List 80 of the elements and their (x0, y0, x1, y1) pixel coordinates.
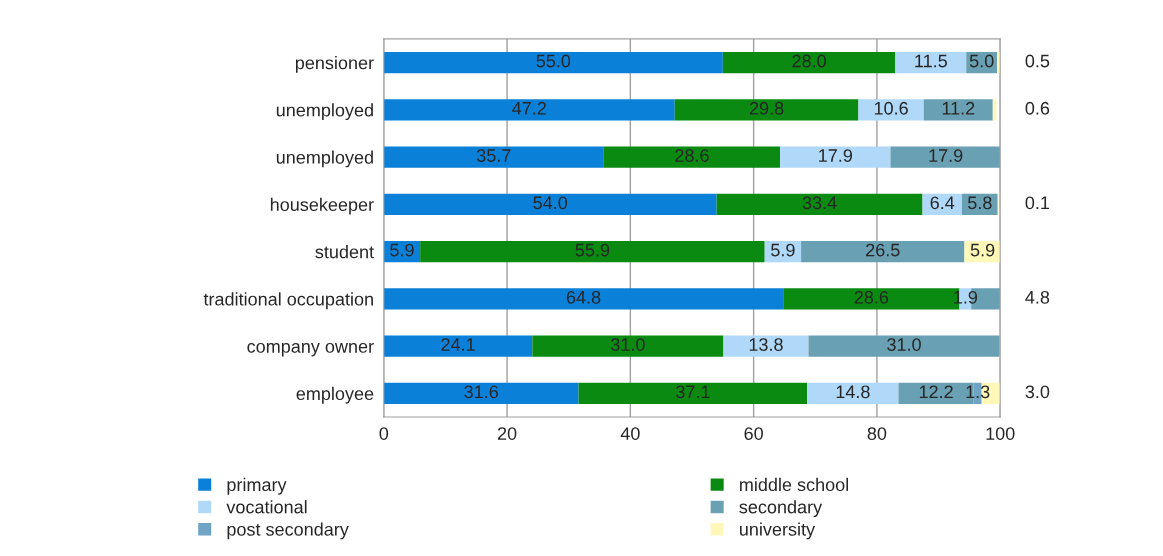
data-label: 14.8 (836, 385, 870, 399)
data-label: 5.9 (390, 243, 414, 257)
data-label: 10.6 (874, 101, 908, 115)
bar (807, 382, 899, 404)
data-label: 28.6 (854, 290, 889, 304)
data-label: 17.9 (819, 149, 853, 162)
legend-label: post secondary (227, 522, 349, 540)
data-label: 29.8 (749, 101, 784, 115)
y-tick-label: student (315, 245, 374, 259)
data-label: 35.7 (476, 149, 511, 162)
legend-label: secondary (739, 500, 823, 517)
data-label: 0.1 (1025, 196, 1050, 210)
data-label: 5.9 (970, 243, 995, 257)
legend-label: university (739, 522, 816, 540)
bar (383, 382, 579, 404)
x-tick-label: 80 (867, 427, 887, 440)
legend-label: primary (227, 477, 287, 495)
data-label: 0.5 (1025, 54, 1050, 68)
x-tick-label: 0 (379, 427, 389, 440)
data-label: 13.8 (749, 338, 783, 351)
data-label: 17.9 (929, 149, 963, 162)
data-label: 4.8 (1025, 290, 1050, 304)
bar (420, 240, 765, 263)
data-label: 31.6 (464, 385, 498, 399)
data-label: 28.0 (792, 54, 826, 68)
legend-label: middle school (740, 477, 849, 492)
bar (383, 146, 604, 168)
x-tick-label: 20 (497, 427, 517, 440)
bar (532, 335, 724, 357)
data-label: 11.2 (942, 101, 975, 115)
data-label: 6.4 (930, 196, 955, 210)
data-label: 5.0 (969, 54, 994, 68)
y-tick-label: traditional occupation (203, 292, 373, 310)
bar (383, 335, 533, 357)
y-tick-label: unemployed (276, 103, 373, 121)
data-label: 5.9 (771, 243, 795, 257)
x-tick-label: 100 (986, 427, 1015, 440)
data-label: 47.2 (512, 101, 546, 115)
data-label: 28.6 (675, 149, 709, 162)
legend-label: vocational (226, 500, 307, 514)
bar (603, 146, 781, 168)
bar (923, 99, 993, 121)
data-label: 33.4 (802, 196, 837, 210)
data-label: 64.8 (566, 290, 601, 304)
bar (801, 240, 965, 263)
y-tick-label: company owner (247, 342, 374, 357)
bar (858, 99, 924, 121)
bar (674, 99, 859, 121)
y-tick-label: unemployed (276, 150, 373, 168)
data-label: 0.6 (1025, 101, 1050, 115)
data-label: 12.2 (919, 385, 953, 399)
data-label: 11.5 (915, 54, 947, 68)
data-label: 54.0 (533, 196, 568, 210)
y-tick-label: housekeeper (270, 197, 374, 215)
data-label: 31.0 (611, 338, 645, 351)
x-tick-label: 40 (620, 427, 640, 440)
bar (808, 335, 1000, 357)
bar (890, 146, 1001, 168)
bar (997, 51, 1001, 74)
bar (716, 193, 923, 215)
data-label: 3.0 (1025, 385, 1050, 399)
data-label: 31.0 (887, 338, 921, 351)
data-label: 37.1 (676, 385, 710, 399)
bar (578, 382, 808, 404)
data-label: 24.1 (441, 338, 475, 351)
x-tick-label: 60 (744, 427, 763, 440)
bar (723, 335, 809, 357)
bar (383, 99, 675, 121)
bar (383, 288, 784, 310)
bar (722, 51, 896, 74)
data-label: 55.9 (575, 243, 610, 257)
bar (383, 51, 723, 74)
bar (895, 51, 967, 74)
data-label: 55.0 (536, 54, 571, 68)
y-tick-label: pensioner (295, 56, 374, 73)
bar (780, 146, 891, 168)
data-label: 5.8 (968, 196, 992, 210)
bar (383, 193, 717, 215)
y-tick-label: employee (296, 386, 374, 404)
data-label: 26.5 (866, 243, 900, 257)
